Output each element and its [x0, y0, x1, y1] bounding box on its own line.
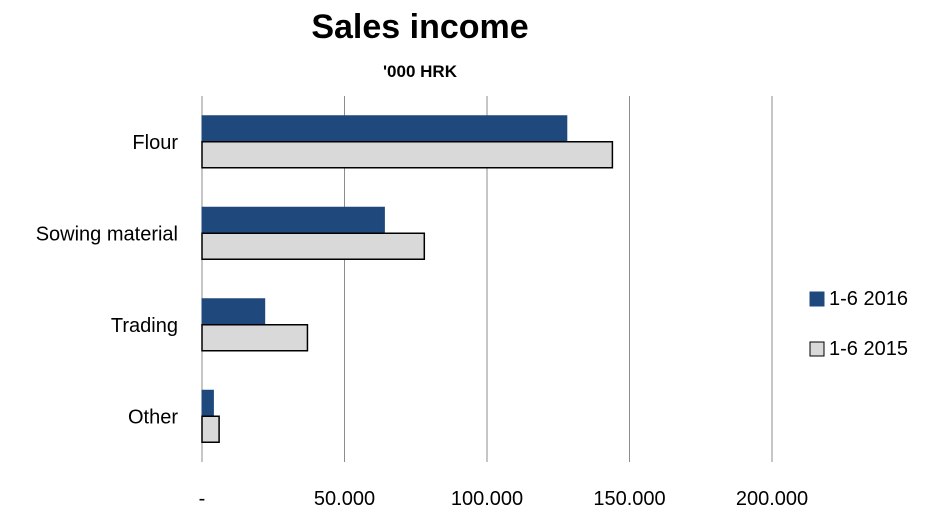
bar-series1-flour [201, 115, 568, 143]
bar-series2-sowing-material [201, 232, 426, 260]
legend: 1-6 2016 1-6 2015 [809, 288, 908, 360]
bar-series2-flour [201, 141, 614, 169]
x-tick-label: - [199, 488, 206, 510]
category-label: Sowing material [36, 223, 178, 245]
bar-series2-other [201, 415, 220, 443]
category-label: Trading [111, 315, 178, 337]
legend-label: 1-6 2016 [829, 288, 908, 310]
legend-label: 1-6 2015 [829, 338, 908, 360]
category-labels: Flour Sowing material Trading Other [36, 132, 179, 429]
x-tick-labels: - 50.000 100.000 150.000 200.000 [199, 488, 808, 510]
bar-series2-trading [201, 324, 309, 352]
category-label: Flour [132, 132, 178, 154]
chart-title: Sales income [311, 8, 528, 46]
bars [201, 115, 614, 443]
bar-series1-sowing-material [201, 206, 385, 234]
legend-swatch [809, 291, 825, 307]
bar-series1-other [201, 389, 214, 417]
legend-swatch [809, 341, 825, 357]
bar-series1-trading [201, 298, 266, 326]
x-tick-label: 50.000 [314, 488, 375, 510]
x-tick-label: 100.000 [451, 488, 523, 510]
x-tick-label: 200.000 [736, 488, 808, 510]
chart-subtitle: '000 HRK [383, 62, 458, 81]
category-label: Other [128, 406, 178, 428]
x-tick-label: 150.000 [593, 488, 665, 510]
